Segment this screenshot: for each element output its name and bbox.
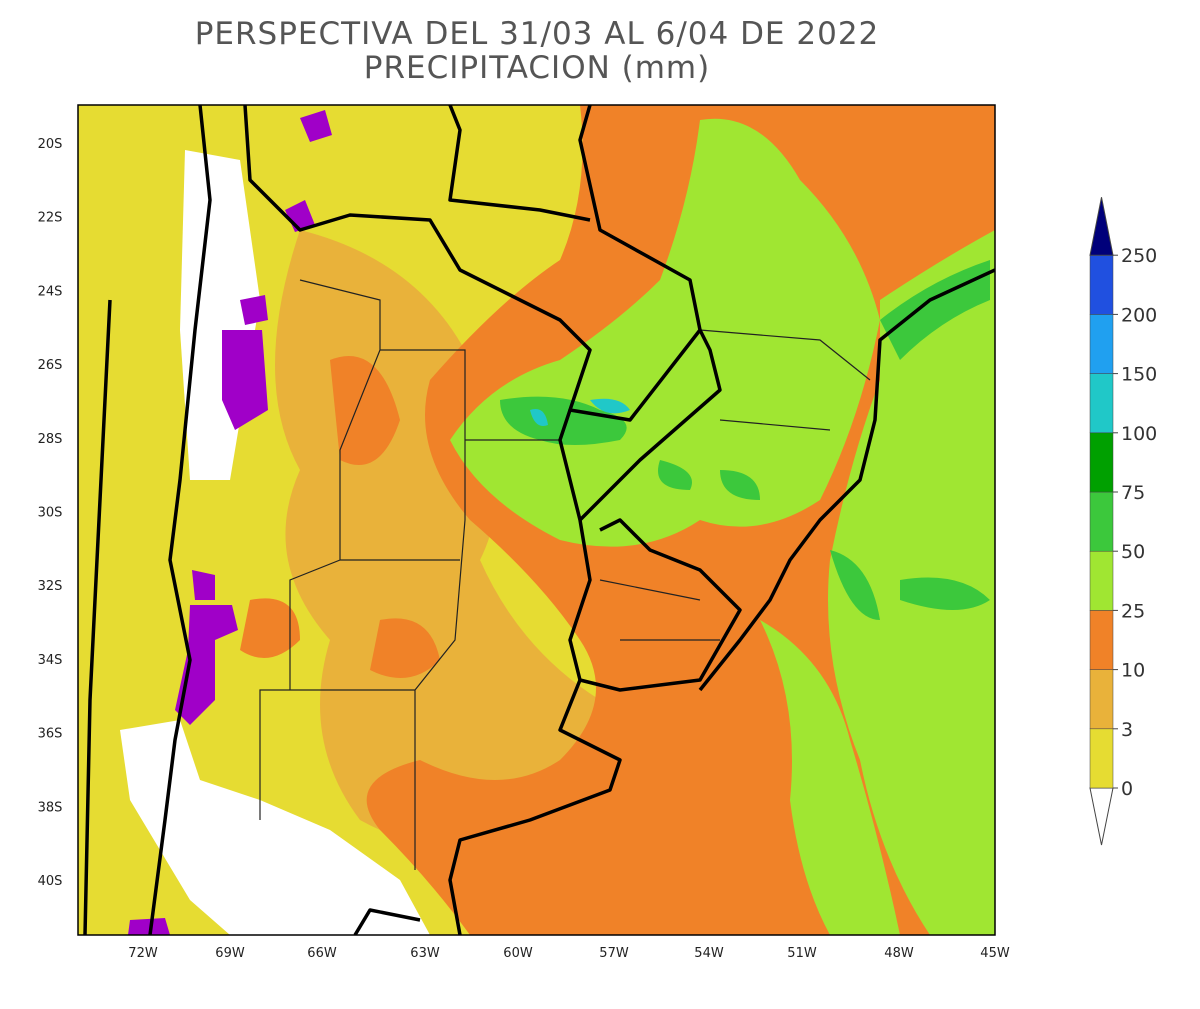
latitude-label: 34S — [38, 653, 63, 668]
longitude-label: 45W — [980, 946, 1010, 961]
latitude-label: 28S — [38, 432, 63, 447]
colorbar-over — [1089, 197, 1114, 256]
colorbar-bin — [1089, 550, 1114, 611]
colorbar-bin — [1089, 432, 1114, 493]
latitude-label: 30S — [38, 506, 63, 521]
map-title: PERSPECTIVA DEL 31/03 AL 6/04 DE 2022 — [195, 16, 880, 52]
longitude-label: 69W — [215, 946, 245, 961]
colorbar-label: 0 — [1121, 778, 1133, 800]
map-subtitle: PRECIPITACION (mm) — [364, 50, 710, 86]
colorbar-bin — [1089, 314, 1114, 374]
latitude-label: 36S — [38, 727, 63, 742]
longitude-label: 57W — [599, 946, 629, 961]
longitude-labels: 72W 69W 66W 63W 60W 57W 54W 51W 48W 45W — [128, 946, 1010, 961]
colorbar-label: 100 — [1121, 423, 1157, 445]
colorbar-label: 50 — [1121, 541, 1145, 563]
colorbar-label: 75 — [1121, 482, 1145, 504]
colorbar-bin — [1089, 610, 1114, 670]
colorbar-label: 250 — [1121, 245, 1157, 267]
latitude-label: 22S — [38, 211, 63, 226]
latitude-label: 24S — [38, 284, 63, 299]
colorbar-label: 25 — [1121, 600, 1145, 622]
colorbar-bin — [1089, 669, 1114, 730]
map-field — [78, 105, 995, 935]
longitude-label: 51W — [787, 946, 817, 961]
latitude-label: 20S — [38, 137, 63, 152]
colorbar-label: 200 — [1121, 304, 1157, 326]
latitude-label: 40S — [38, 874, 63, 889]
longitude-label: 48W — [884, 946, 914, 961]
colorbar-bin — [1089, 728, 1114, 789]
longitude-label: 63W — [410, 946, 440, 961]
colorbar-bin — [1089, 254, 1114, 315]
latitude-labels: 20S 22S 24S 26S 28S 30S 32S 34S 36S 38S 40S — [38, 137, 63, 889]
colorbar-bin — [1089, 491, 1114, 552]
latitude-label: 32S — [38, 579, 63, 594]
latitude-label: 26S — [38, 358, 63, 373]
colorbar: 0 3 10 25 50 75 100 150 200 250 — [1089, 197, 1157, 846]
colorbar-bin — [1089, 373, 1114, 434]
colorbar-label: 3 — [1121, 719, 1133, 741]
map-frame — [77, 104, 996, 936]
latitude-label: 38S — [38, 800, 63, 815]
colorbar-label: 10 — [1121, 660, 1145, 682]
colorbar-label: 150 — [1121, 364, 1157, 386]
longitude-label: 66W — [307, 946, 337, 961]
longitude-label: 60W — [503, 946, 533, 961]
longitude-label: 54W — [694, 946, 724, 961]
longitude-label: 72W — [128, 946, 158, 961]
colorbar-under — [1089, 787, 1114, 846]
